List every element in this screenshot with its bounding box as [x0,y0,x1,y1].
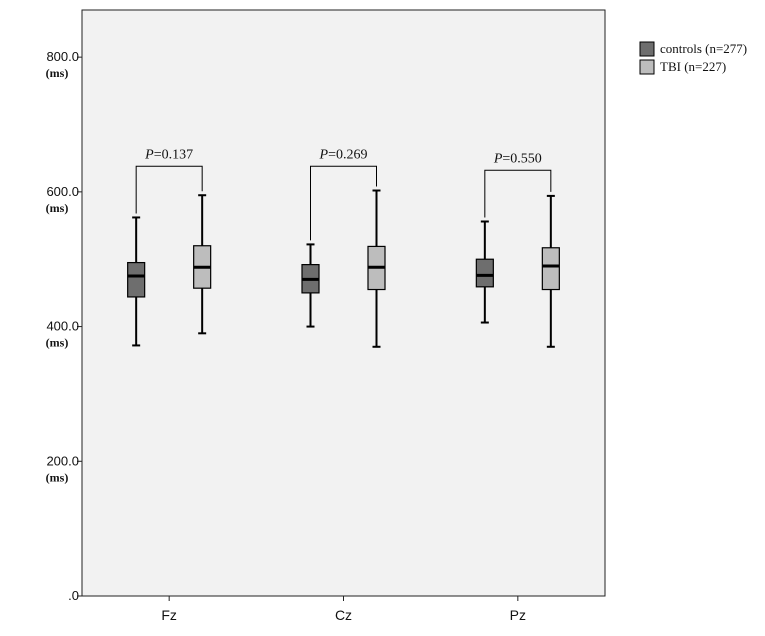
legend-label-controls: controls (n=277) [660,41,747,56]
x-tick-label: Cz [335,607,352,623]
box-fz-controls [127,216,146,347]
y-axis: .0 200.0 (ms) 400.0 (ms) 600.0 (ms) 800.0 (ms) [46,49,82,603]
box-series [127,189,560,348]
p-symbol: P [493,151,503,166]
p-value: =0.137 [154,147,193,162]
box-pz-tbi [541,194,560,348]
box-iqr [127,261,146,298]
box-cz-tbi [367,189,386,348]
y-tick-label: 600.0 [46,184,79,199]
p-value: =0.269 [328,147,367,162]
p-symbol: P [144,147,154,162]
y-unit-label: (ms) [46,201,69,215]
legend-label-tbi: TBI (n=227) [660,59,726,74]
p-value-label: P=0.137 [144,147,193,162]
significance-brackets: P=0.137 P=0.269 P=0.550 [135,147,552,241]
x-axis: Fz Cz Pz [161,596,526,623]
x-tick-label: Fz [161,607,177,623]
legend-swatch-controls [639,41,655,57]
bracket-cz: P=0.269 [310,147,377,241]
legend-swatch-tbi [639,59,655,75]
p-value: =0.550 [502,151,541,166]
box-pz-controls [475,220,494,324]
y-tick-label: 400.0 [46,319,79,334]
box-cz-controls [301,243,320,328]
x-tick-label: Pz [510,607,526,623]
p-value-label: P=0.550 [493,151,542,166]
p-value-label: P=0.269 [319,147,368,162]
bracket-pz: P=0.550 [484,151,552,218]
plot-area [81,9,606,597]
y-tick-label: 200.0 [46,453,79,468]
p-symbol: P [319,147,329,162]
y-tick-label: .0 [68,588,79,603]
box-iqr [475,258,494,288]
y-unit-label: (ms) [46,470,69,484]
bracket-fz: P=0.137 [135,147,203,214]
legend: controls (n=277) TBI (n=227) [639,41,747,75]
y-tick-label: 800.0 [46,49,79,64]
bracket-line [484,169,552,218]
bracket-line [310,165,377,241]
box-fz-tbi [193,194,212,335]
box-iqr [541,247,560,291]
y-unit-label: (ms) [46,336,69,350]
bracket-line [135,165,203,214]
y-unit-label: (ms) [46,66,69,80]
